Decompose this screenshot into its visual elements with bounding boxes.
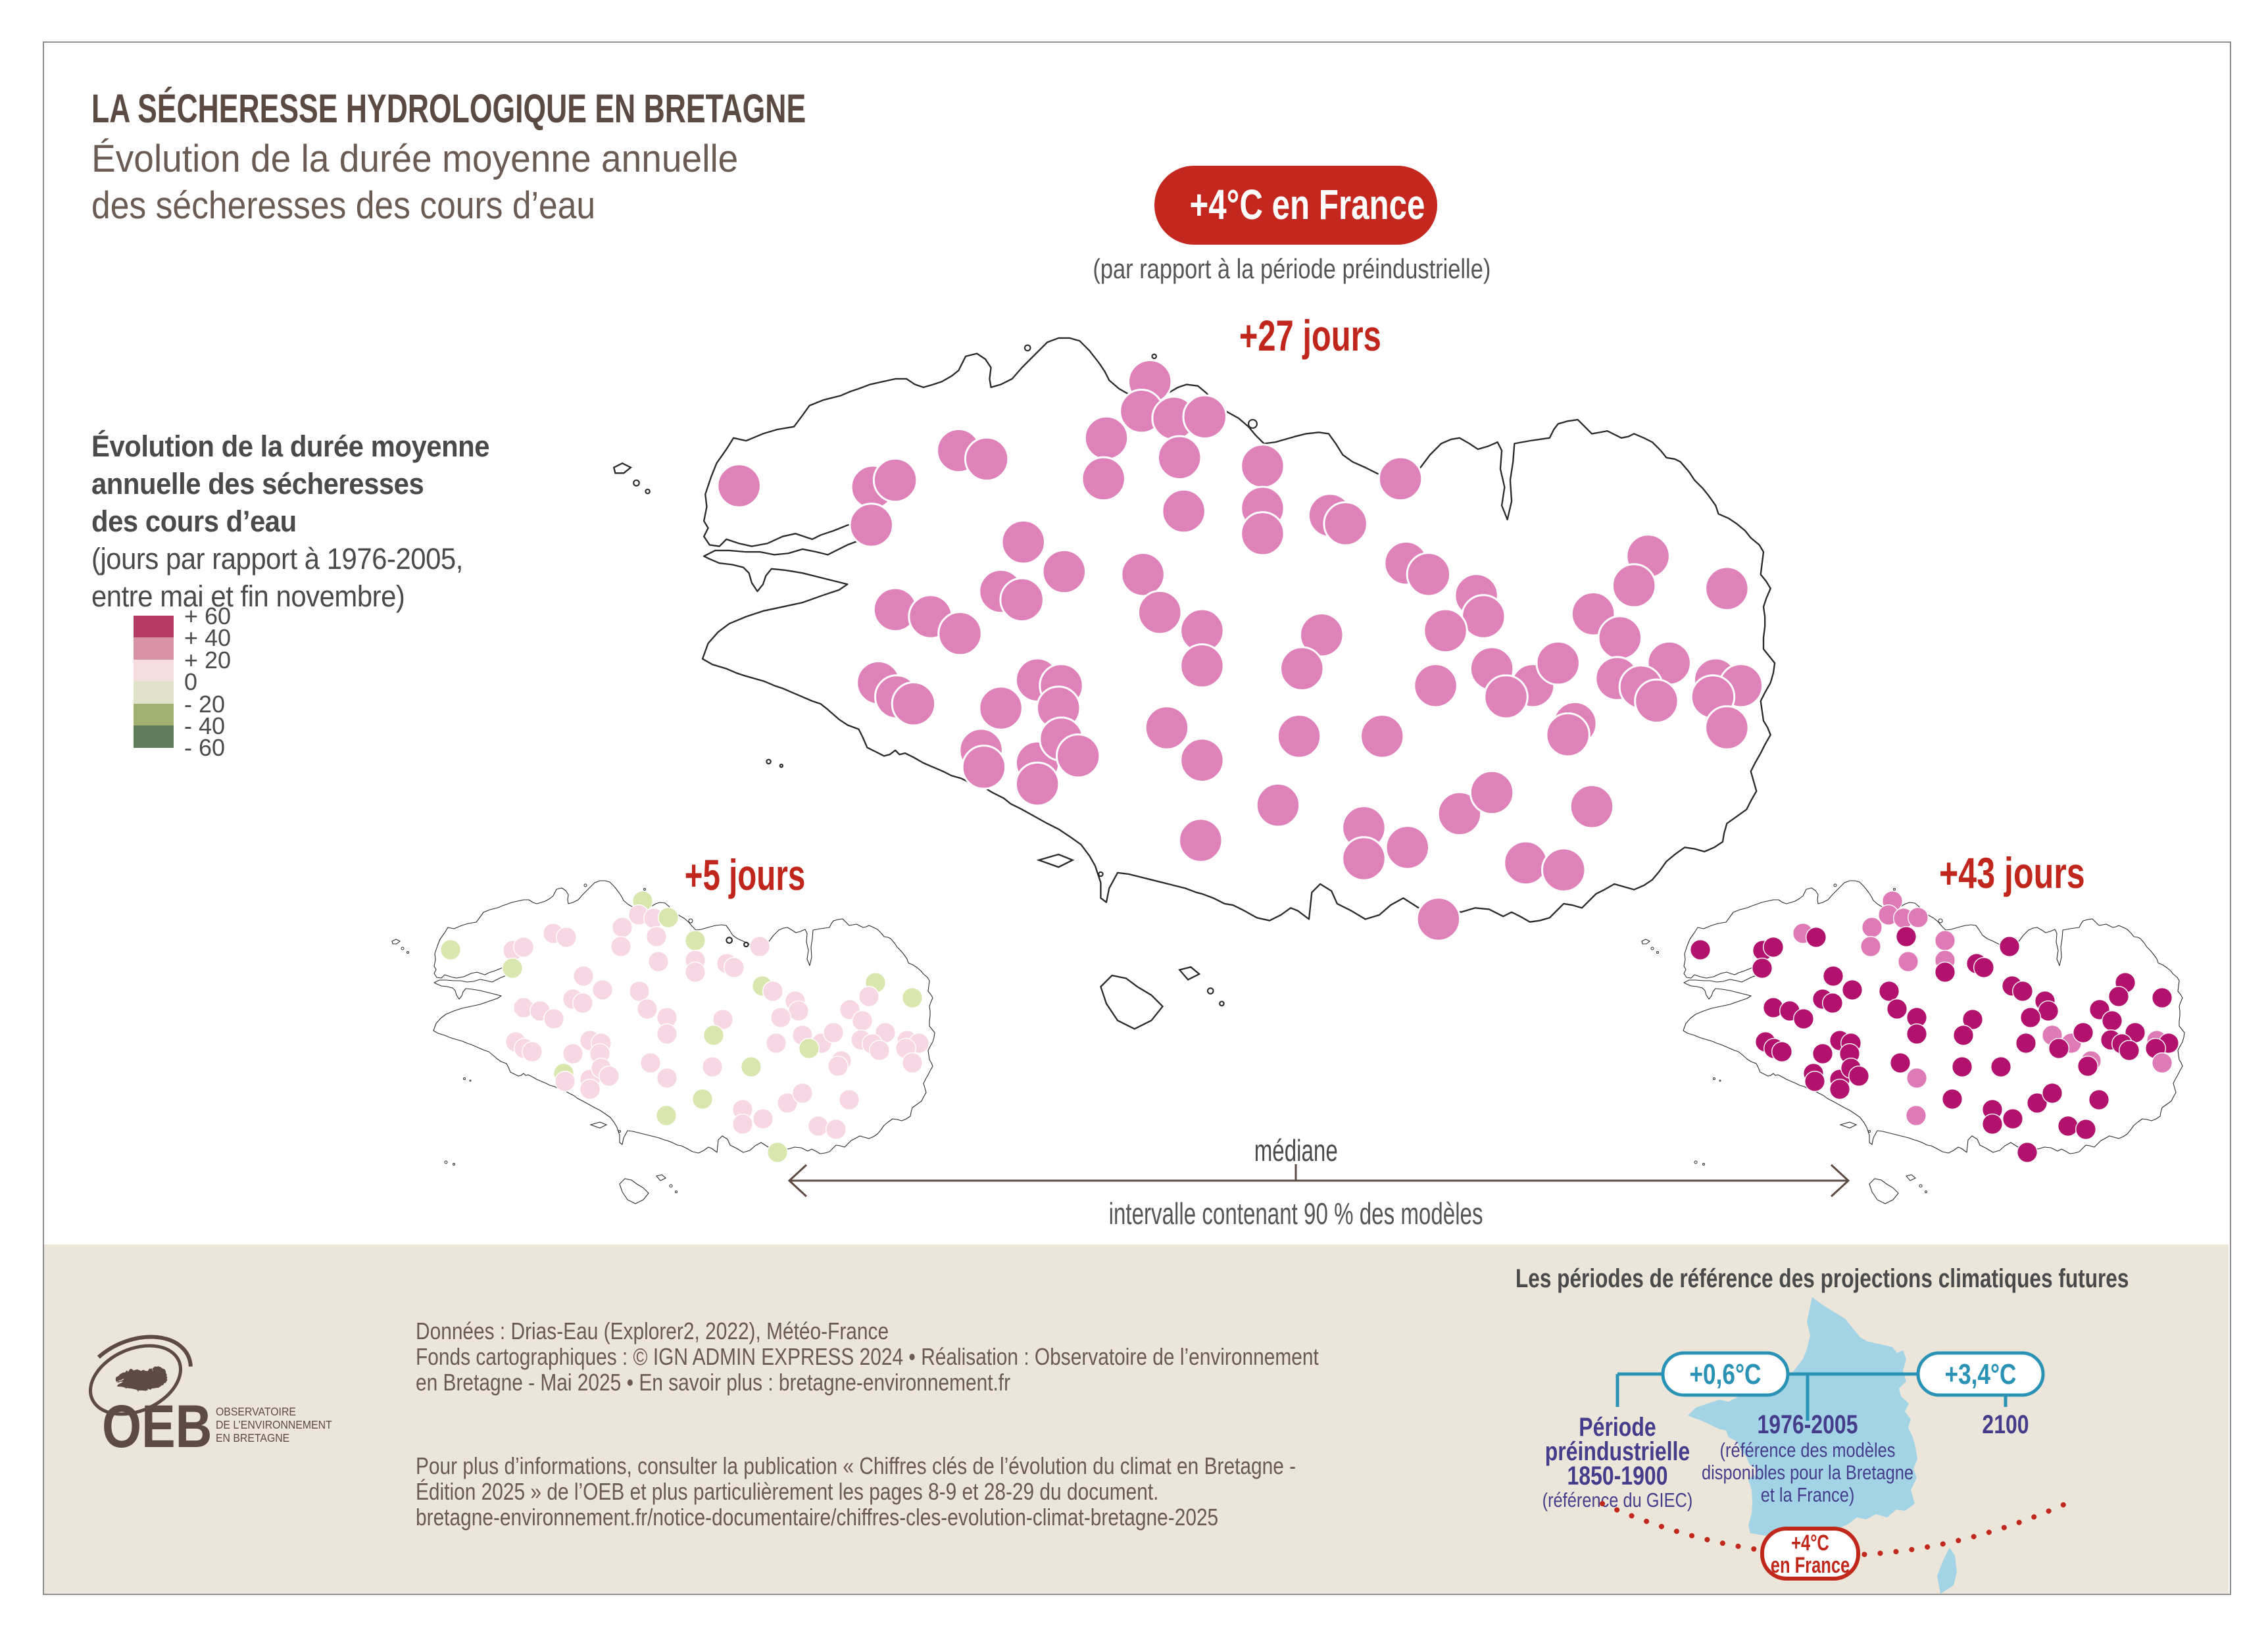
svg-text:2100: 2100: [1982, 1410, 2029, 1439]
svg-text:disponibles pour la Bretagne: disponibles pour la Bretagne: [1702, 1462, 1913, 1485]
svg-text:+4°C: +4°C: [1791, 1531, 1829, 1556]
svg-text:EN BRETAGNE: EN BRETAGNE: [216, 1431, 289, 1444]
svg-text:(référence des modèles: (référence des modèles: [1720, 1439, 1896, 1462]
svg-text:+3,4°C: +3,4°C: [1945, 1358, 2017, 1390]
svg-text:OEB: OEB: [102, 1393, 212, 1461]
svg-text:1850-1900: 1850-1900: [1567, 1461, 1667, 1490]
svg-text:1976-2005: 1976-2005: [1757, 1410, 1858, 1439]
svg-text:OBSERVATOIRE: OBSERVATOIRE: [216, 1405, 296, 1418]
svg-text:Période: Période: [1579, 1412, 1656, 1442]
svg-text:DE L’ENVIRONNEMENT: DE L’ENVIRONNEMENT: [216, 1418, 332, 1431]
svg-text:en France: en France: [1771, 1554, 1850, 1578]
svg-text:+0,6°C: +0,6°C: [1690, 1358, 1762, 1390]
svg-text:préindustrielle: préindustrielle: [1545, 1437, 1690, 1466]
svg-text:et la France): et la France): [1761, 1484, 1855, 1507]
